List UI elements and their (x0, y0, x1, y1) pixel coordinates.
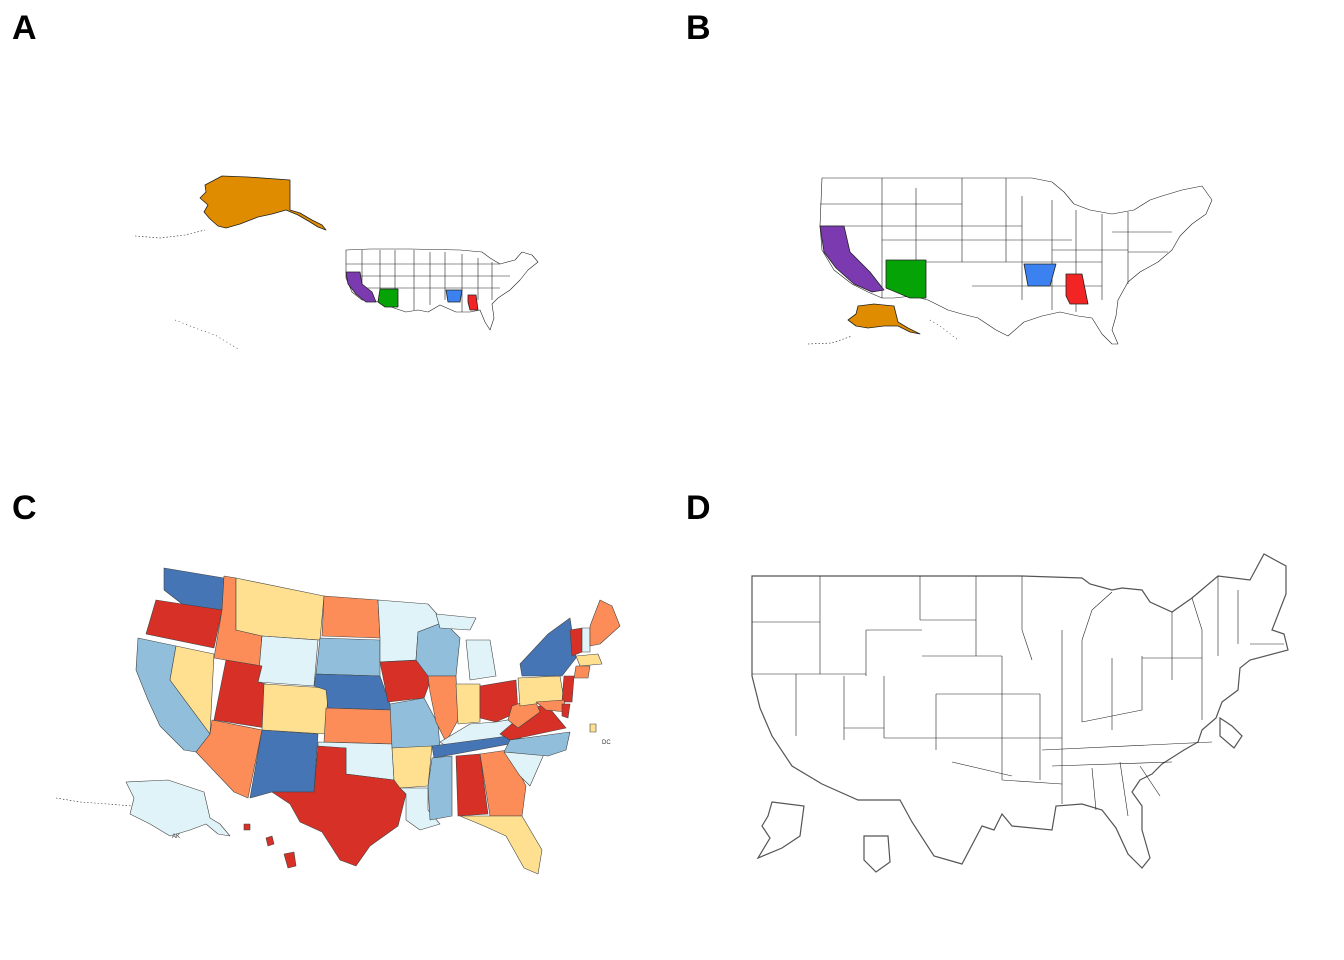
state-newyork (519, 617, 577, 677)
state-arkansas (1023, 263, 1057, 287)
state-massachusetts (575, 653, 603, 667)
state-alabama (467, 294, 479, 311)
state-alaska (847, 303, 921, 335)
state-rhodeisland (589, 723, 597, 733)
map-shape (1021, 576, 1033, 661)
state-arizona (377, 288, 399, 308)
state-california (819, 225, 885, 293)
state-alaska (199, 175, 327, 231)
state-alabama (1065, 273, 1089, 305)
state-hawaii-1 (243, 823, 251, 831)
map-shape (807, 335, 853, 345)
state-newmexico (249, 729, 319, 799)
map-shape (1051, 761, 1173, 767)
state-arkansas (391, 745, 433, 789)
state-ohio (479, 679, 519, 723)
us-outline-a (345, 248, 539, 331)
state-kansas (323, 707, 393, 745)
border-lines (346, 250, 510, 312)
map-c: DC AK (55, 567, 621, 875)
state-northdakota (321, 595, 381, 639)
map-shape (951, 761, 1013, 777)
panel-c: C (0, 480, 672, 960)
state-delaware (561, 703, 571, 719)
inset-hawaii (863, 835, 891, 873)
panel-label-d: D (686, 489, 711, 527)
state-maine (589, 599, 621, 647)
state-connecticut (573, 665, 591, 679)
state-michigan-up (435, 613, 477, 631)
panel-label-c: C (12, 489, 37, 527)
state-newjersey (561, 675, 575, 703)
state-southdakota (315, 637, 381, 677)
state-colorado (261, 683, 329, 735)
state-oregon (145, 599, 223, 649)
state-newhampshire (581, 627, 591, 653)
map-a (134, 175, 539, 351)
us-outline-d (751, 553, 1289, 869)
map-shape (1091, 767, 1097, 811)
state-mississippi (427, 755, 453, 821)
panel-a: A (0, 0, 672, 480)
state-wyoming (257, 635, 319, 687)
state-hawaii-2 (265, 835, 275, 847)
map-b (807, 177, 1213, 345)
border-lines (820, 178, 1172, 312)
state-vermont (569, 627, 583, 657)
map-shape (1191, 597, 1203, 631)
map-shape (929, 319, 959, 341)
state-michigan (465, 639, 497, 681)
state-montana (235, 577, 325, 641)
state-northcarolina (503, 731, 571, 757)
map-shape (1081, 591, 1113, 641)
label-ak: AK (172, 834, 180, 840)
panel-d: D (672, 480, 1344, 960)
state-california (345, 271, 377, 303)
state-florida (459, 815, 543, 875)
state-indiana (455, 683, 481, 725)
map-shape (134, 229, 206, 239)
state-arkansas (445, 289, 463, 303)
panel-b: B (672, 0, 1344, 480)
state-texas (271, 745, 407, 867)
state-missouri (389, 697, 441, 749)
label-dc: DC (602, 740, 611, 746)
state-wisconsin (415, 621, 461, 677)
border-lines (752, 576, 1284, 817)
state-alaska (125, 779, 231, 837)
map-shape (55, 797, 133, 807)
map-shape (1139, 765, 1161, 797)
inset-islands (1219, 716, 1243, 749)
state-arizona (885, 259, 927, 299)
state-hawaii-3 (283, 851, 297, 869)
panel-label-a: A (12, 9, 37, 47)
map-shape (1001, 779, 1063, 785)
inset-alaska (756, 801, 805, 860)
map-shape (1041, 741, 1213, 751)
panel-label-b: B (686, 9, 711, 47)
map-shape (1081, 709, 1143, 723)
map-shape (1119, 761, 1129, 817)
map-shape (174, 319, 241, 351)
state-alabama (455, 753, 489, 817)
map-d (751, 553, 1289, 873)
